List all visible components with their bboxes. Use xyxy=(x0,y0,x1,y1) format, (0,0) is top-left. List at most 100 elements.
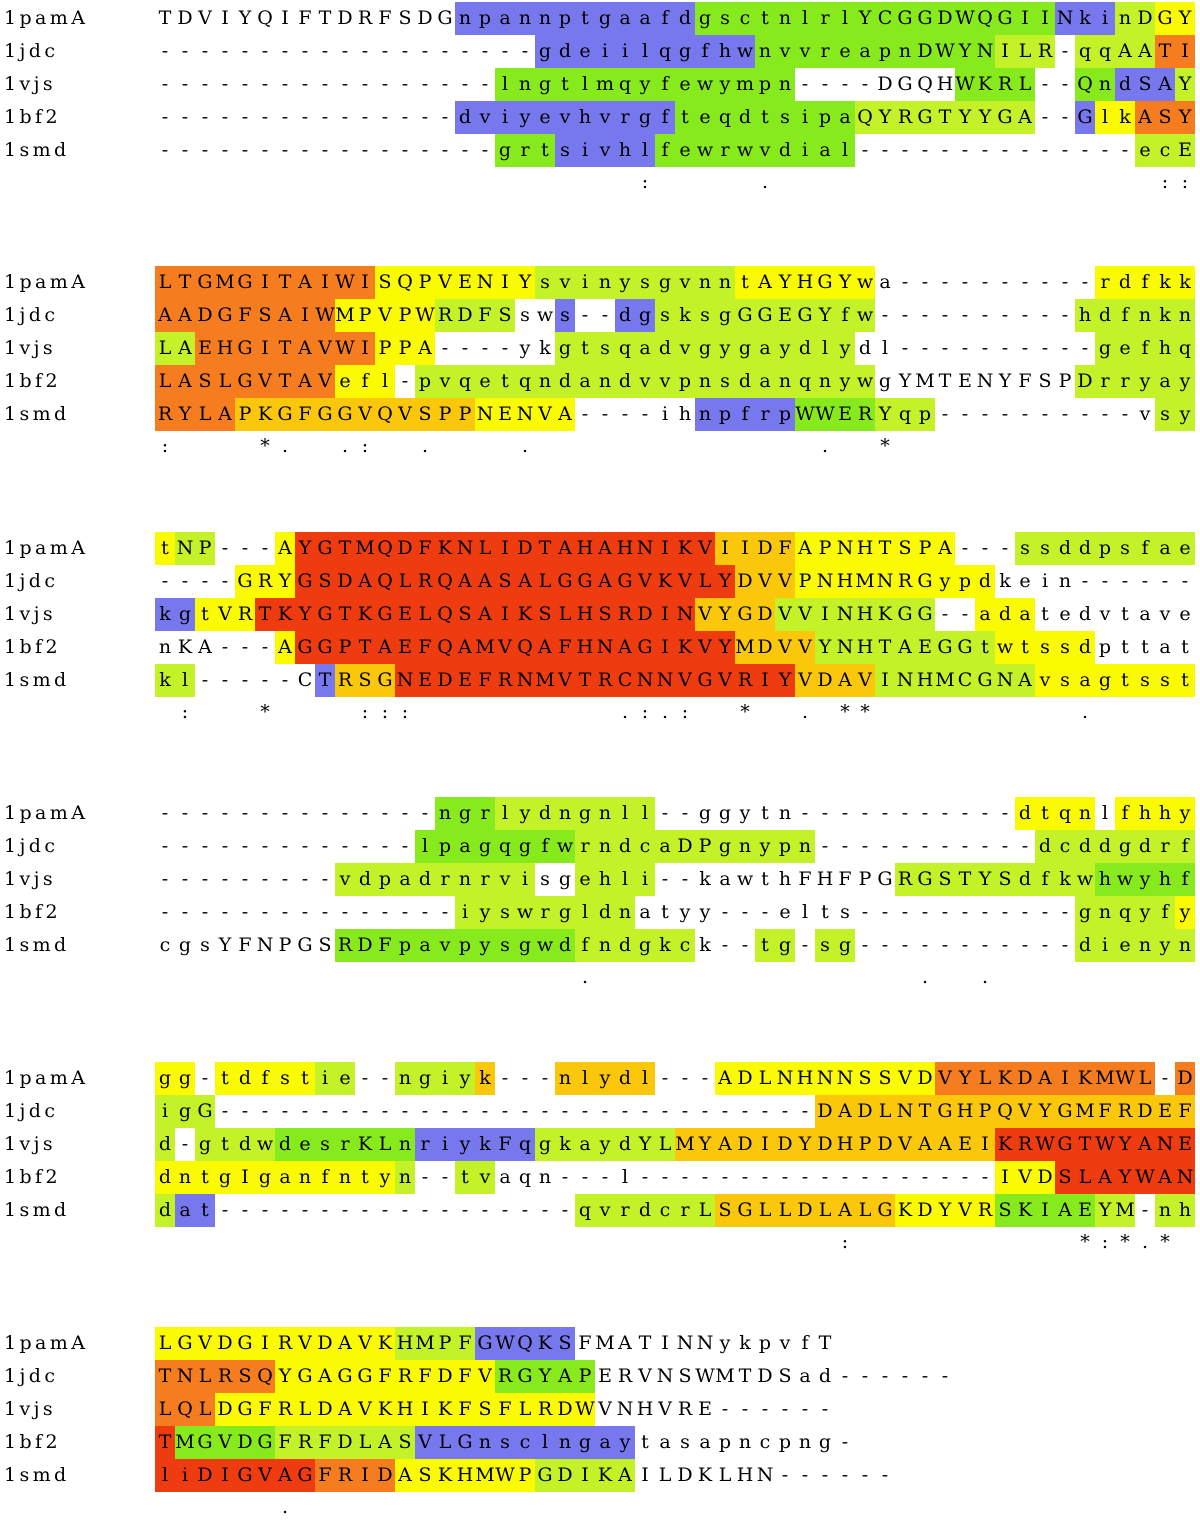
residue-cell: - xyxy=(1041,403,1049,425)
residue-cell: D xyxy=(337,7,353,29)
residue-cell: L xyxy=(215,365,235,398)
residue-cell: f xyxy=(655,2,675,35)
residue-cell: r xyxy=(1095,365,1115,398)
residue-cell: - xyxy=(241,1100,249,1122)
residue-cell: M xyxy=(1075,1095,1095,1128)
residue-cell: - xyxy=(361,106,369,128)
residue-cell: c xyxy=(735,2,755,35)
residue-cell: e xyxy=(475,365,495,398)
residue-cell: A xyxy=(275,1459,295,1492)
residue-cell: Q xyxy=(257,7,273,29)
residue-cell: Q xyxy=(375,565,395,598)
residue-cell: - xyxy=(221,139,229,161)
residue-cell: F xyxy=(455,1327,475,1360)
residue-cell: - xyxy=(181,73,189,95)
residue-cell: y xyxy=(455,1128,475,1161)
residue-cell: t xyxy=(575,332,595,365)
residue-cell: n xyxy=(1135,929,1155,962)
residue-cell: - xyxy=(941,271,949,293)
residue-cell: - xyxy=(901,802,909,824)
residue-cell: q xyxy=(1115,896,1135,929)
residue-cell: k xyxy=(699,868,711,890)
residue-cell: V xyxy=(855,664,875,697)
residue-cell: p xyxy=(675,365,695,398)
residue-cell: r xyxy=(475,797,495,830)
residue-cell: n xyxy=(775,2,795,35)
residue-cell: A xyxy=(715,1062,735,1095)
residue-cell: r xyxy=(755,398,775,431)
residue-cell: I xyxy=(355,1459,375,1492)
sequence-name-1jdc: 1jdc xyxy=(4,40,59,62)
residue-cell: r xyxy=(515,134,535,167)
residue-cell: G xyxy=(335,1360,355,1393)
residue-cell: R xyxy=(735,664,755,697)
residue-cell: H xyxy=(855,631,875,664)
residue-cell: - xyxy=(701,1100,709,1122)
residue-cell: Q xyxy=(435,598,455,631)
consensus-symbol: : xyxy=(641,701,649,723)
residue-cell: t xyxy=(675,101,695,134)
residue-cell: N xyxy=(696,1332,714,1354)
residue-cell: f xyxy=(835,299,855,332)
residue-cell: L xyxy=(155,1393,175,1426)
residue-cell: D xyxy=(675,830,695,863)
residue-cell: Y xyxy=(955,35,975,68)
residue-cell: - xyxy=(801,802,809,824)
residue-cell: I xyxy=(221,7,229,29)
residue-cell: H xyxy=(855,532,875,565)
residue-cell: - xyxy=(861,835,869,857)
residue-cell: - xyxy=(1081,337,1089,359)
residue-cell: Y xyxy=(955,1062,975,1095)
residue-cell: - xyxy=(161,73,169,95)
residue-cell: - xyxy=(361,901,369,923)
residue-cell: - xyxy=(201,835,209,857)
residue-cell: y xyxy=(739,802,751,824)
residue-cell: a xyxy=(799,1365,811,1387)
residue-cell: R xyxy=(215,1360,235,1393)
residue-cell: - xyxy=(281,139,289,161)
residue-cell: t xyxy=(215,1062,235,1095)
residue-cell: k xyxy=(739,1332,751,1354)
residue-cell: K xyxy=(375,1393,395,1426)
residue-cell: - xyxy=(221,868,229,890)
residue-cell: A xyxy=(355,565,375,598)
residue-cell: y xyxy=(679,901,691,923)
residue-cell: r xyxy=(815,2,835,35)
residue-cell: G xyxy=(975,664,995,697)
residue-cell: G xyxy=(375,598,395,631)
residue-cell: v xyxy=(675,332,695,365)
residue-cell: f xyxy=(1135,266,1155,299)
residue-cell: Y xyxy=(535,1360,555,1393)
residue-cell: - xyxy=(401,106,409,128)
residue-cell: A xyxy=(935,1128,955,1161)
residue-cell: N xyxy=(256,934,274,956)
residue-cell: I xyxy=(655,631,675,664)
residue-cell: V xyxy=(1015,1161,1035,1194)
residue-cell: i xyxy=(1095,929,1115,962)
residue-cell: - xyxy=(901,835,909,857)
residue-cell: q xyxy=(1055,797,1075,830)
residue-cell: V xyxy=(775,631,795,664)
residue-cell: M xyxy=(355,532,375,565)
residue-cell: I xyxy=(575,1459,595,1492)
residue-cell: l xyxy=(635,797,655,830)
residue-cell: - xyxy=(261,901,269,923)
residue-cell: v xyxy=(475,1161,495,1194)
residue-cell: D xyxy=(235,1426,255,1459)
residue-cell: G xyxy=(315,532,335,565)
residue-cell: V xyxy=(795,664,815,697)
residue-cell: - xyxy=(381,106,389,128)
residue-cell: M xyxy=(215,266,235,299)
residue-cell: D xyxy=(435,664,455,697)
residue-cell: G xyxy=(615,565,635,598)
residue-cell: - xyxy=(1021,271,1029,293)
residue-cell: V xyxy=(675,664,695,697)
residue-cell: - xyxy=(921,934,929,956)
consensus-symbol: . xyxy=(661,701,669,723)
residue-cell: w xyxy=(555,830,575,863)
residue-cell: a xyxy=(595,1426,615,1459)
residue-cell: S xyxy=(778,1365,792,1387)
residue-cell: G xyxy=(695,664,715,697)
residue-cell: d xyxy=(1015,797,1035,830)
